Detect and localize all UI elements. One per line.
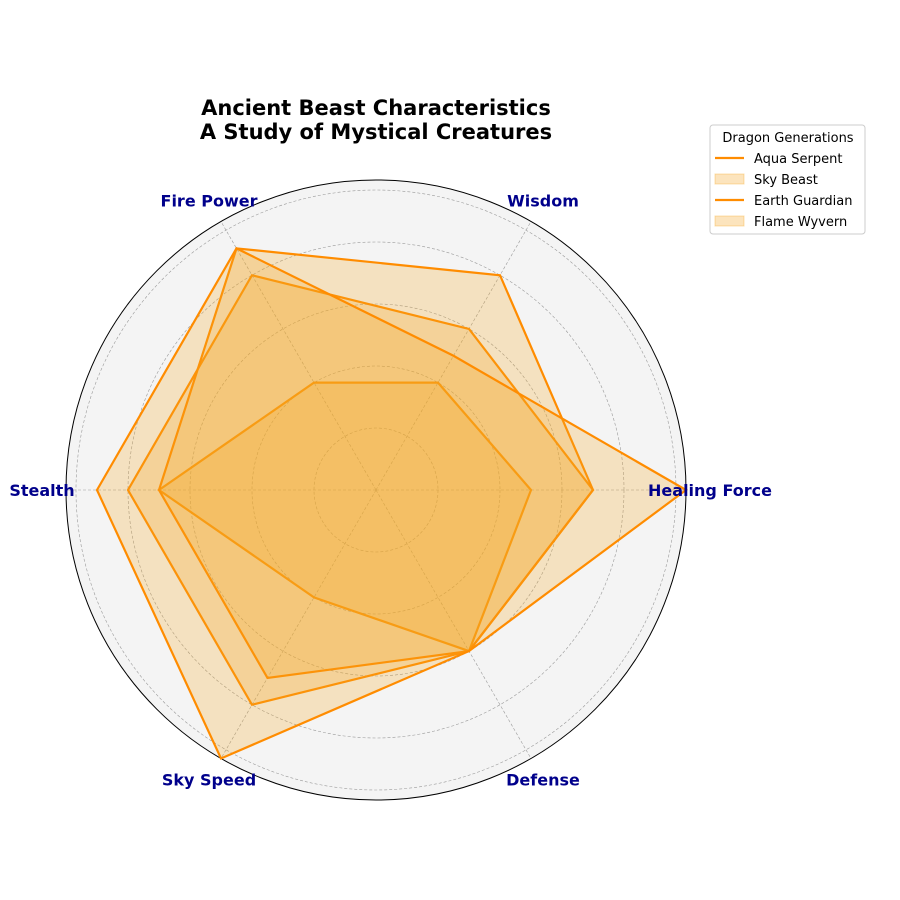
legend-title: Dragon Generations <box>722 131 853 146</box>
chart-title-line-2: A Study of Mystical Creatures <box>200 120 552 144</box>
axis-label-wisdom: Wisdom <box>507 192 579 211</box>
legend-items: Aqua Serpent Sky Beast Earth Guardian Flame… <box>714 152 852 230</box>
legend-label: Earth Guardian <box>754 194 852 209</box>
grid-layer <box>66 189 686 791</box>
legend-swatch-fill <box>714 215 745 227</box>
legend-label: Aqua Serpent <box>754 152 842 167</box>
legend-item: Flame Wyvern <box>714 215 847 230</box>
legend-item: Earth Guardian <box>715 194 852 209</box>
axis-label-defense: Defense <box>506 770 580 789</box>
axis-label-layer: Healing Force Wisdom Fire Power Stealth Sky … <box>9 192 772 790</box>
spoke-5 <box>375 489 532 759</box>
axis-label-sky-speed: Sky Speed <box>162 770 256 789</box>
legend-label: Flame Wyvern <box>754 215 847 230</box>
legend-item: Aqua Serpent <box>715 152 842 167</box>
chart-title-line-1: Ancient Beast Characteristics <box>201 96 551 120</box>
legend-label: Sky Beast <box>754 173 818 188</box>
grid-ring-40 <box>251 365 501 615</box>
axis-label-stealth: Stealth <box>9 481 74 500</box>
legend-item: Sky Beast <box>714 173 818 188</box>
legend-swatch-fill <box>714 173 745 185</box>
spoke-2 <box>220 221 377 491</box>
series-layer <box>95 246 689 760</box>
legend-box <box>709 124 866 235</box>
series-flame-wyvern <box>95 246 689 760</box>
legend: Dragon Generations Aqua Serpent Sky Beast… <box>709 124 866 235</box>
spoke-4 <box>220 489 377 759</box>
axis-label-fire-power: Fire Power <box>161 192 258 211</box>
axis-label-healing-force: Healing Force <box>648 481 772 500</box>
